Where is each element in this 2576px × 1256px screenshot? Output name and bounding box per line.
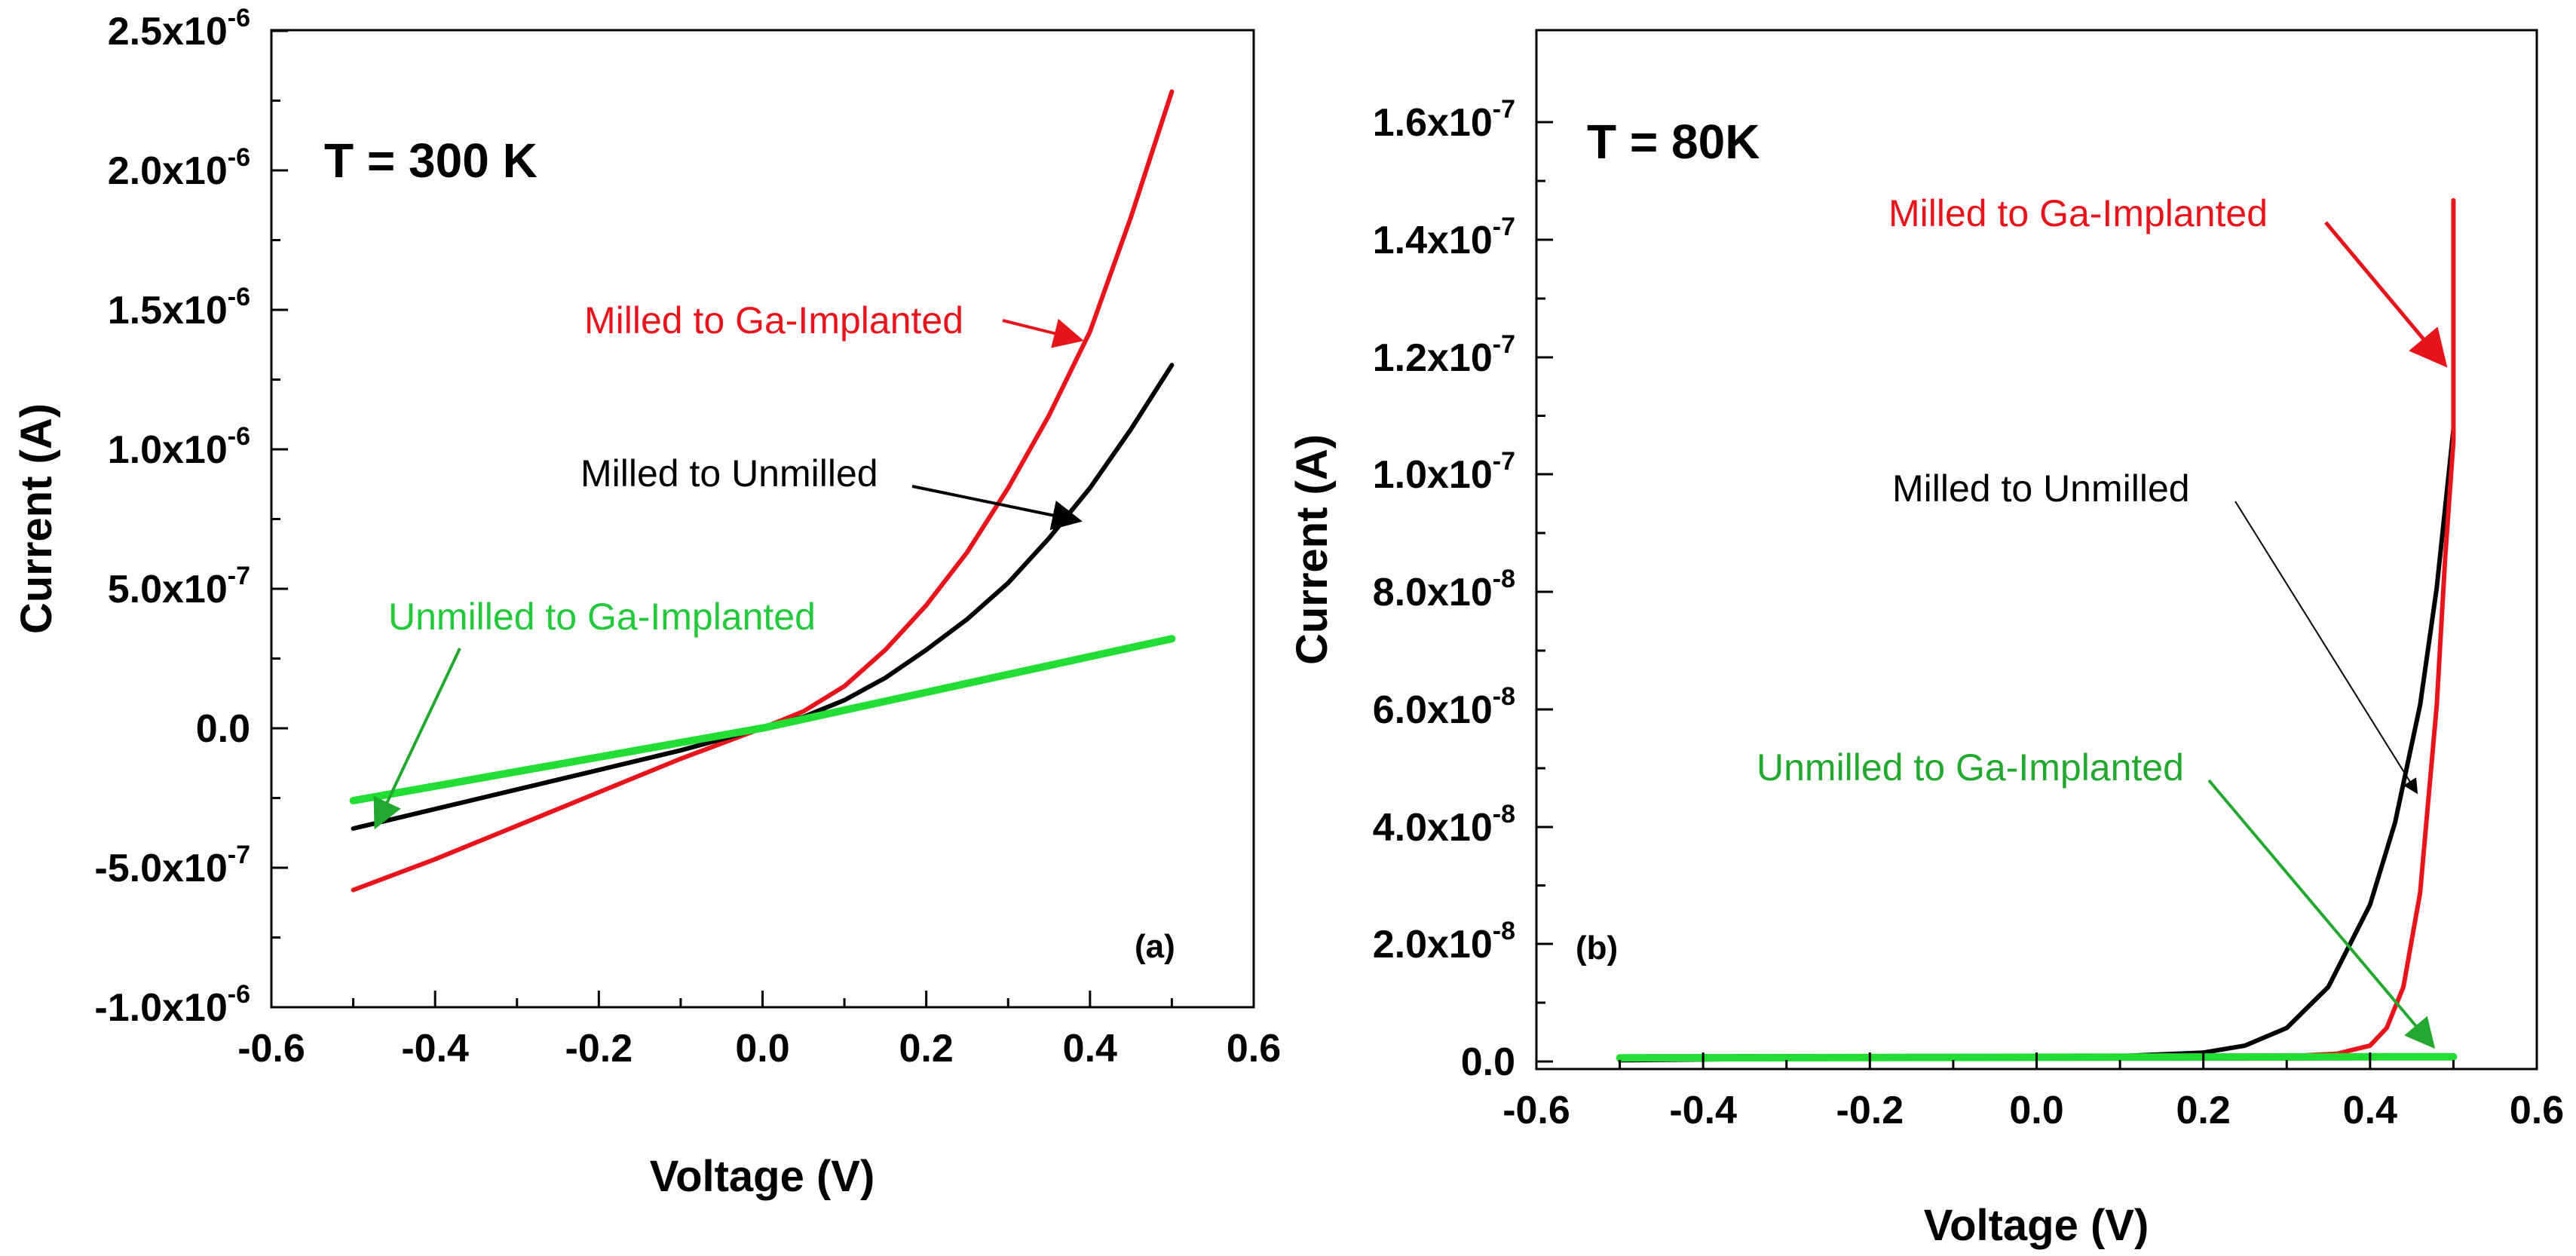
x-tick-label: 0.0 bbox=[735, 1027, 789, 1071]
annotation-milled-to-ga-implanted-b: Milled to Ga-Implanted bbox=[1888, 192, 2268, 234]
y-tick-label: 0.0 bbox=[1461, 1040, 1515, 1084]
x-tick-label: -0.2 bbox=[1836, 1089, 1904, 1132]
x-tick-label: 0.4 bbox=[1063, 1027, 1117, 1071]
y-ticks-a: -1.0x10-6 -5.0x10-7 0.0 5.0x10-7 1.0x10-6 1.5… bbox=[94, 4, 288, 1030]
x-tick-label: -0.4 bbox=[401, 1027, 469, 1071]
annotation-arrow-green-b bbox=[2207, 779, 2436, 1049]
x-tick-label: -0.6 bbox=[237, 1027, 305, 1071]
x-tick-label: 0.0 bbox=[2009, 1089, 2063, 1132]
y-tick-label: 2.0x10-6 bbox=[108, 143, 250, 193]
annotation-unmilled-to-ga-implanted-a: Unmilled to Ga-Implanted bbox=[388, 596, 816, 638]
plot-frame-b bbox=[1535, 29, 2538, 1071]
annotation-arrow-red-a bbox=[1002, 318, 1084, 348]
x-tick-label: -0.6 bbox=[1502, 1089, 1570, 1132]
y-tick-label: 1.0x10-7 bbox=[1373, 447, 1515, 497]
x-ticks-a: -0.6 -0.4 -0.2 0.0 0.2 0.4 0.6 bbox=[237, 991, 1281, 1071]
annotation-arrow-black-b bbox=[2234, 501, 2418, 795]
annotation-milled-to-ga-implanted-a: Milled to Ga-Implanted bbox=[584, 299, 963, 342]
panel-label-a: (a) bbox=[1135, 928, 1175, 965]
y-tick-label: 1.2x10-7 bbox=[1373, 330, 1515, 380]
y-axis-label-b: Current (A) bbox=[1288, 434, 1337, 665]
y-tick-label: 0.0 bbox=[196, 707, 250, 751]
y-tick-label: -1.0x10-6 bbox=[94, 980, 250, 1030]
chart-panel-a: -0.6 -0.4 -0.2 0.0 0.2 0.4 0.6 -1.0x10-6 -5.0x1… bbox=[12, 4, 1281, 1201]
x-tick-label: 0.4 bbox=[2343, 1089, 2397, 1132]
chart-title-b: T = 80K bbox=[1587, 115, 1760, 169]
series-milled-to-unmilled bbox=[1617, 427, 2456, 1063]
y-axis-label-a: Current (A) bbox=[12, 403, 61, 634]
y-tick-label: 1.4x10-7 bbox=[1373, 213, 1515, 262]
chart-title-a: T = 300 K bbox=[324, 133, 538, 188]
x-tick-label: 0.2 bbox=[2176, 1089, 2231, 1132]
annotation-arrow-red-b bbox=[2324, 221, 2448, 368]
y-tick-label: 1.0x10-6 bbox=[108, 422, 250, 472]
x-axis-label-a: Voltage (V) bbox=[650, 1152, 875, 1201]
x-tick-label: -0.4 bbox=[1669, 1089, 1737, 1132]
y-tick-label: 1.6x10-7 bbox=[1373, 95, 1515, 145]
x-tick-label: -0.2 bbox=[565, 1027, 633, 1071]
y-tick-label: 2.5x10-6 bbox=[108, 4, 250, 54]
x-ticks-b: -0.6 -0.4 -0.2 0.0 0.2 0.4 0.6 bbox=[1502, 1052, 2564, 1132]
series-group-b bbox=[1616, 198, 2458, 1063]
series-unmilled-to-ga-implanted bbox=[349, 635, 1176, 804]
y-tick-label: 6.0x10-8 bbox=[1373, 682, 1515, 732]
x-tick-label: 0.6 bbox=[1227, 1027, 1281, 1071]
y-tick-label: 8.0x10-8 bbox=[1373, 565, 1515, 614]
chart-panel-b: -0.6 -0.4 -0.2 0.0 0.2 0.4 0.6 0.0 2.0x10-8 4.0x… bbox=[1288, 29, 2564, 1250]
y-tick-label: 1.5x10-6 bbox=[108, 283, 250, 332]
y-tick-label: 2.0x10-8 bbox=[1373, 917, 1515, 967]
annotation-unmilled-to-ga-implanted-b: Unmilled to Ga-Implanted bbox=[1757, 746, 2184, 789]
annotation-arrow-black-a bbox=[911, 485, 1083, 531]
annotation-milled-to-unmilled-a: Milled to Unmilled bbox=[580, 452, 878, 495]
series-milled-to-ga-implanted bbox=[1617, 198, 2456, 1060]
panel-label-b: (b) bbox=[1576, 930, 1618, 967]
annotation-milled-to-unmilled-b: Milled to Unmilled bbox=[1892, 467, 2190, 510]
series-milled-to-ga-implanted bbox=[351, 89, 1175, 893]
y-tick-label: -5.0x10-7 bbox=[94, 841, 250, 890]
x-axis-label-b: Voltage (V) bbox=[1924, 1201, 2149, 1250]
y-ticks-b: 0.0 2.0x10-8 4.0x10-8 6.0x10-8 8.0x10-8 1.0x1… bbox=[1373, 95, 1553, 1084]
x-tick-label: 0.6 bbox=[2510, 1089, 2564, 1132]
y-tick-label: 5.0x10-7 bbox=[108, 562, 250, 611]
y-tick-label: 4.0x10-8 bbox=[1373, 800, 1515, 850]
x-tick-label: 0.2 bbox=[899, 1027, 954, 1071]
annotation-arrow-green-a bbox=[373, 648, 461, 830]
